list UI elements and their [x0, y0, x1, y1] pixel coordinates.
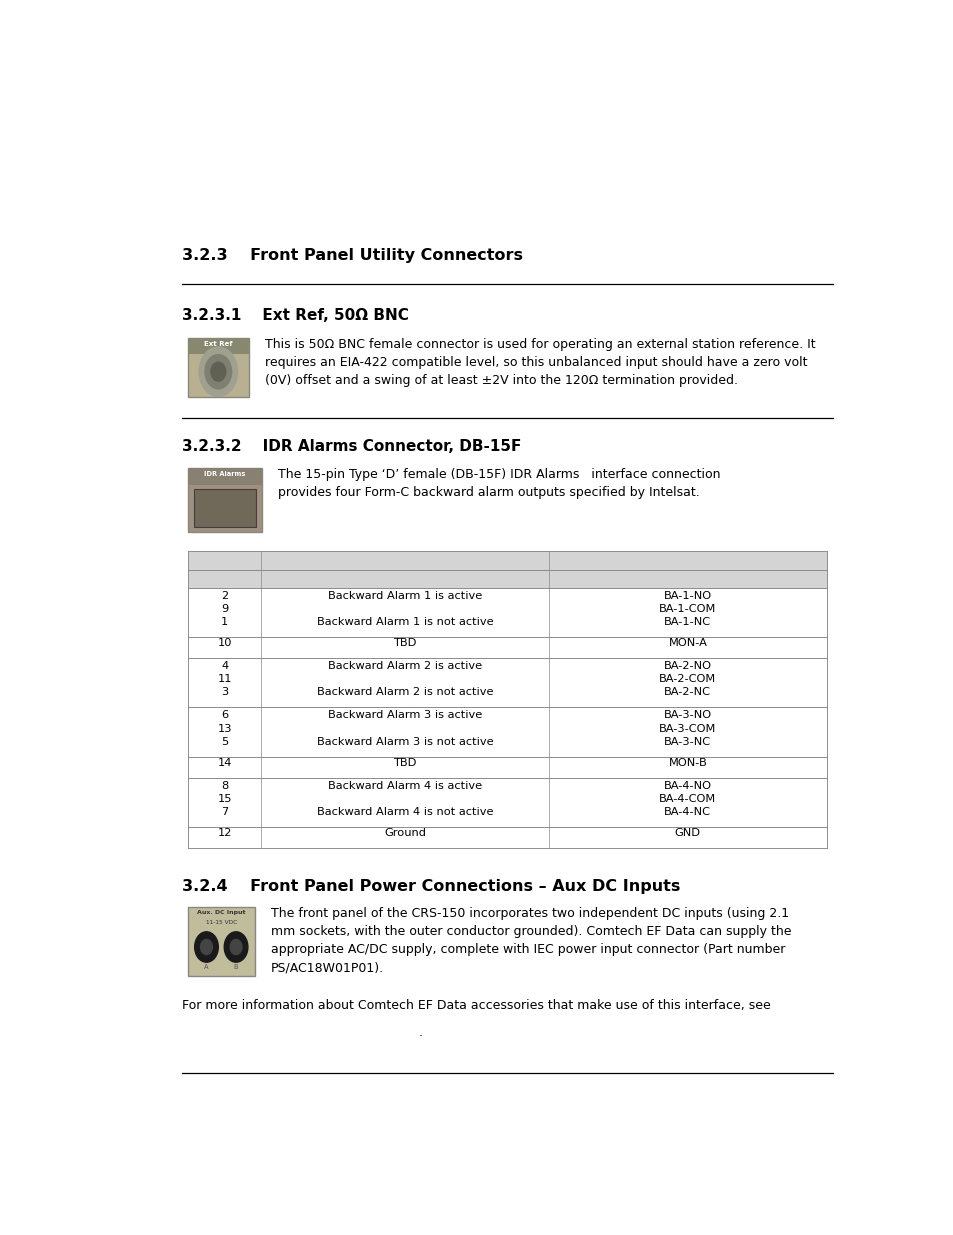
Circle shape	[230, 940, 242, 955]
Text: TBD: TBD	[393, 638, 416, 648]
Circle shape	[205, 354, 232, 389]
FancyBboxPatch shape	[188, 551, 826, 571]
Text: .: .	[418, 1026, 422, 1039]
Circle shape	[224, 931, 248, 962]
Text: 6
13
5: 6 13 5	[217, 710, 232, 747]
FancyBboxPatch shape	[188, 468, 262, 532]
Text: Ext Ref: Ext Ref	[204, 341, 233, 347]
Text: MON-B: MON-B	[668, 758, 706, 768]
Text: Backward Alarm 3 is active

Backward Alarm 3 is not active: Backward Alarm 3 is active Backward Alar…	[316, 710, 493, 747]
FancyBboxPatch shape	[188, 571, 826, 588]
FancyBboxPatch shape	[193, 489, 255, 526]
Text: 11-15 VDC: 11-15 VDC	[206, 920, 236, 925]
Text: B: B	[233, 963, 238, 969]
FancyBboxPatch shape	[188, 637, 826, 658]
Text: MON-A: MON-A	[668, 638, 706, 648]
Text: TBD: TBD	[393, 758, 416, 768]
Text: 3.2.4    Front Panel Power Connections – Aux DC Inputs: 3.2.4 Front Panel Power Connections – Au…	[182, 878, 679, 894]
Text: For more information about Comtech EF Data accessories that make use of this int: For more information about Comtech EF Da…	[182, 999, 770, 1013]
Text: BA-3-NO
BA-3-COM
BA-3-NC: BA-3-NO BA-3-COM BA-3-NC	[659, 710, 716, 747]
Text: Backward Alarm 2 is active

Backward Alarm 2 is not active: Backward Alarm 2 is active Backward Alar…	[316, 661, 493, 698]
Text: 3.2.3.2    IDR Alarms Connector, DB-15F: 3.2.3.2 IDR Alarms Connector, DB-15F	[182, 440, 521, 454]
Text: 10: 10	[217, 638, 232, 648]
Text: 2
9
1: 2 9 1	[221, 590, 228, 627]
Text: 3.2.3    Front Panel Utility Connectors: 3.2.3 Front Panel Utility Connectors	[182, 248, 522, 263]
FancyBboxPatch shape	[188, 708, 826, 757]
Text: The front panel of the CRS-150 incorporates two independent DC inputs (using 2.1: The front panel of the CRS-150 incorpora…	[271, 906, 790, 974]
FancyBboxPatch shape	[188, 757, 826, 778]
Text: Backward Alarm 1 is active

Backward Alarm 1 is not active: Backward Alarm 1 is active Backward Alar…	[316, 590, 493, 627]
Text: 4
11
3: 4 11 3	[217, 661, 232, 698]
Text: Backward Alarm 4 is active

Backward Alarm 4 is not active: Backward Alarm 4 is active Backward Alar…	[316, 781, 493, 818]
FancyBboxPatch shape	[188, 588, 826, 637]
Text: BA-2-NO
BA-2-COM
BA-2-NC: BA-2-NO BA-2-COM BA-2-NC	[659, 661, 716, 698]
FancyBboxPatch shape	[188, 827, 826, 848]
Text: Aux. DC Input: Aux. DC Input	[197, 910, 245, 915]
Text: A: A	[204, 963, 209, 969]
Text: BA-4-NO
BA-4-COM
BA-4-NC: BA-4-NO BA-4-COM BA-4-NC	[659, 781, 716, 818]
Text: 8
15
7: 8 15 7	[217, 781, 232, 818]
FancyBboxPatch shape	[188, 338, 249, 398]
FancyBboxPatch shape	[188, 658, 826, 708]
Circle shape	[211, 362, 226, 382]
FancyBboxPatch shape	[188, 906, 254, 976]
Text: BA-1-NO
BA-1-COM
BA-1-NC: BA-1-NO BA-1-COM BA-1-NC	[659, 590, 716, 627]
Circle shape	[200, 940, 213, 955]
FancyBboxPatch shape	[188, 338, 249, 353]
Text: The 15-pin Type ‘D’ female (DB-15F) IDR Alarms   interface connection
provides f: The 15-pin Type ‘D’ female (DB-15F) IDR …	[278, 468, 720, 499]
Circle shape	[199, 347, 237, 396]
Text: 12: 12	[217, 829, 232, 839]
FancyBboxPatch shape	[188, 778, 826, 827]
Text: GND: GND	[674, 829, 700, 839]
Text: This is 50Ω BNC female connector is used for operating an external station refer: This is 50Ω BNC female connector is used…	[265, 338, 815, 388]
Text: 3.2.3.1    Ext Ref, 50Ω BNC: 3.2.3.1 Ext Ref, 50Ω BNC	[182, 308, 409, 324]
Circle shape	[194, 931, 218, 962]
Text: IDR Alarms: IDR Alarms	[204, 471, 246, 477]
FancyBboxPatch shape	[188, 468, 262, 485]
Text: Ground: Ground	[384, 829, 426, 839]
Text: 14: 14	[217, 758, 232, 768]
